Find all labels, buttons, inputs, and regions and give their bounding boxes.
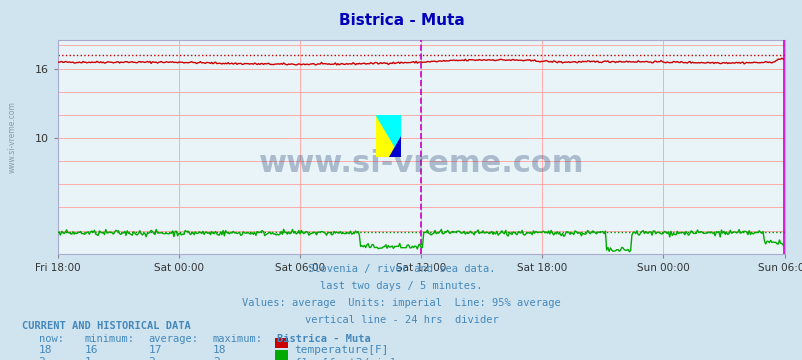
Text: 1: 1 [84,357,91,360]
Text: 2: 2 [148,357,155,360]
Text: 18: 18 [38,345,52,355]
Text: 2: 2 [213,357,219,360]
Text: Slovenia / river and sea data.: Slovenia / river and sea data. [307,264,495,274]
Text: www.si-vreme.com: www.si-vreme.com [258,149,583,178]
Text: now:: now: [38,334,63,344]
Text: Bistrica - Muta: Bistrica - Muta [338,13,464,28]
Text: maximum:: maximum: [213,334,262,344]
Text: Values: average  Units: imperial  Line: 95% average: Values: average Units: imperial Line: 95… [242,298,560,308]
Text: flow[foot3/min]: flow[foot3/min] [294,357,395,360]
Polygon shape [375,115,401,157]
Polygon shape [388,136,401,157]
Text: last two days / 5 minutes.: last two days / 5 minutes. [320,281,482,291]
Text: 2: 2 [38,357,45,360]
Text: 17: 17 [148,345,162,355]
Text: 16: 16 [84,345,98,355]
Text: average:: average: [148,334,198,344]
Polygon shape [375,115,401,157]
Text: CURRENT AND HISTORICAL DATA: CURRENT AND HISTORICAL DATA [22,321,191,331]
Text: Bistrica - Muta: Bistrica - Muta [277,334,371,344]
Text: vertical line - 24 hrs  divider: vertical line - 24 hrs divider [304,315,498,325]
Text: temperature[F]: temperature[F] [294,345,389,355]
Text: 18: 18 [213,345,226,355]
Text: minimum:: minimum: [84,334,134,344]
Text: www.si-vreme.com: www.si-vreme.com [8,101,17,173]
